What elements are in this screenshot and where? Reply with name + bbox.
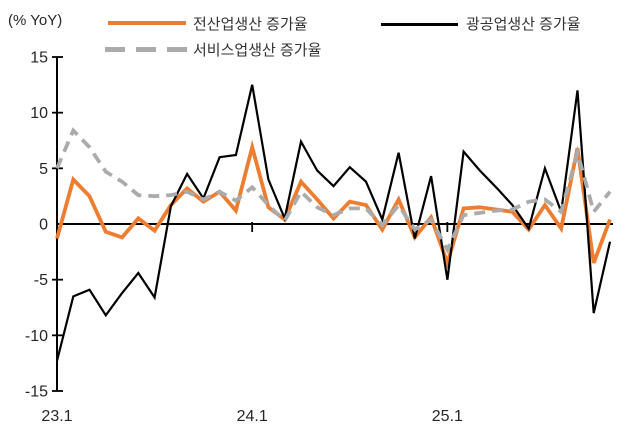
series-line-services — [55, 127, 612, 254]
x-tick-label: 23.1 — [41, 408, 72, 425]
x-tick-label: 24.1 — [237, 408, 268, 425]
y-tick-label: -10 — [25, 328, 48, 345]
y-tick-label: -15 — [25, 384, 48, 401]
y-tick-label: -5 — [34, 272, 48, 289]
y-tick-label: 15 — [30, 50, 48, 67]
legend-label-all-industry: 전산업생산 증가율 — [193, 16, 308, 33]
y-tick-label: 0 — [39, 217, 48, 234]
y-tick-label: 10 — [30, 105, 48, 122]
legend-label-services: 서비스업생산 증가율 — [193, 42, 322, 59]
series-line-all-industry — [55, 139, 612, 270]
series-line-mining-manufacturing — [55, 84, 612, 362]
legend-swatch-mining-manufacturing — [381, 23, 458, 26]
legend-label-mining-manufacturing: 광공업생산 증가율 — [466, 16, 581, 33]
legend-swatch-services — [105, 47, 187, 52]
x-tick-label: 25.1 — [432, 408, 463, 425]
y-axis-unit-label: (% YoY) — [8, 12, 63, 29]
legend-swatch-all-industry — [108, 21, 186, 25]
y-tick-label: 5 — [39, 161, 48, 178]
